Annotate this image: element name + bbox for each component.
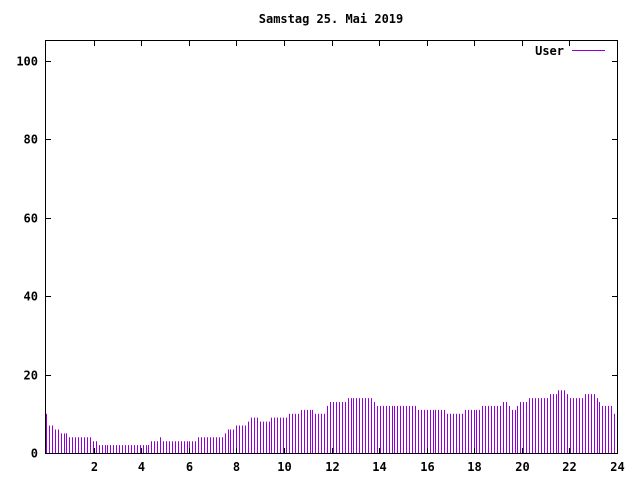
chart-title: Samstag 25. Mai 2019	[259, 12, 404, 26]
x-tick-label: 6	[186, 460, 193, 474]
x-tick-label: 24	[610, 460, 624, 474]
x-tick-label: 4	[138, 460, 145, 474]
bars	[46, 390, 615, 453]
y-tick-label: 40	[24, 290, 38, 304]
x-tick-label: 16	[420, 460, 434, 474]
legend-label: User	[535, 44, 564, 58]
y-tick-label: 0	[31, 447, 38, 461]
x-tick-label: 20	[515, 460, 529, 474]
x-tick-label: 10	[277, 460, 291, 474]
plot-frame	[45, 40, 618, 454]
y-tick-label: 80	[24, 133, 38, 147]
x-tick-label: 14	[372, 460, 386, 474]
x-tick-label: 18	[467, 460, 481, 474]
legend: User	[535, 44, 605, 58]
x-tick-label: 12	[325, 460, 339, 474]
x-tick-label: 22	[562, 460, 576, 474]
x-tick-label: 8	[233, 460, 240, 474]
y-tick-label: 100	[16, 55, 38, 69]
y-tick-label: 20	[24, 369, 38, 383]
y-tick-label: 60	[24, 212, 38, 226]
x-tick-label: 2	[91, 460, 98, 474]
